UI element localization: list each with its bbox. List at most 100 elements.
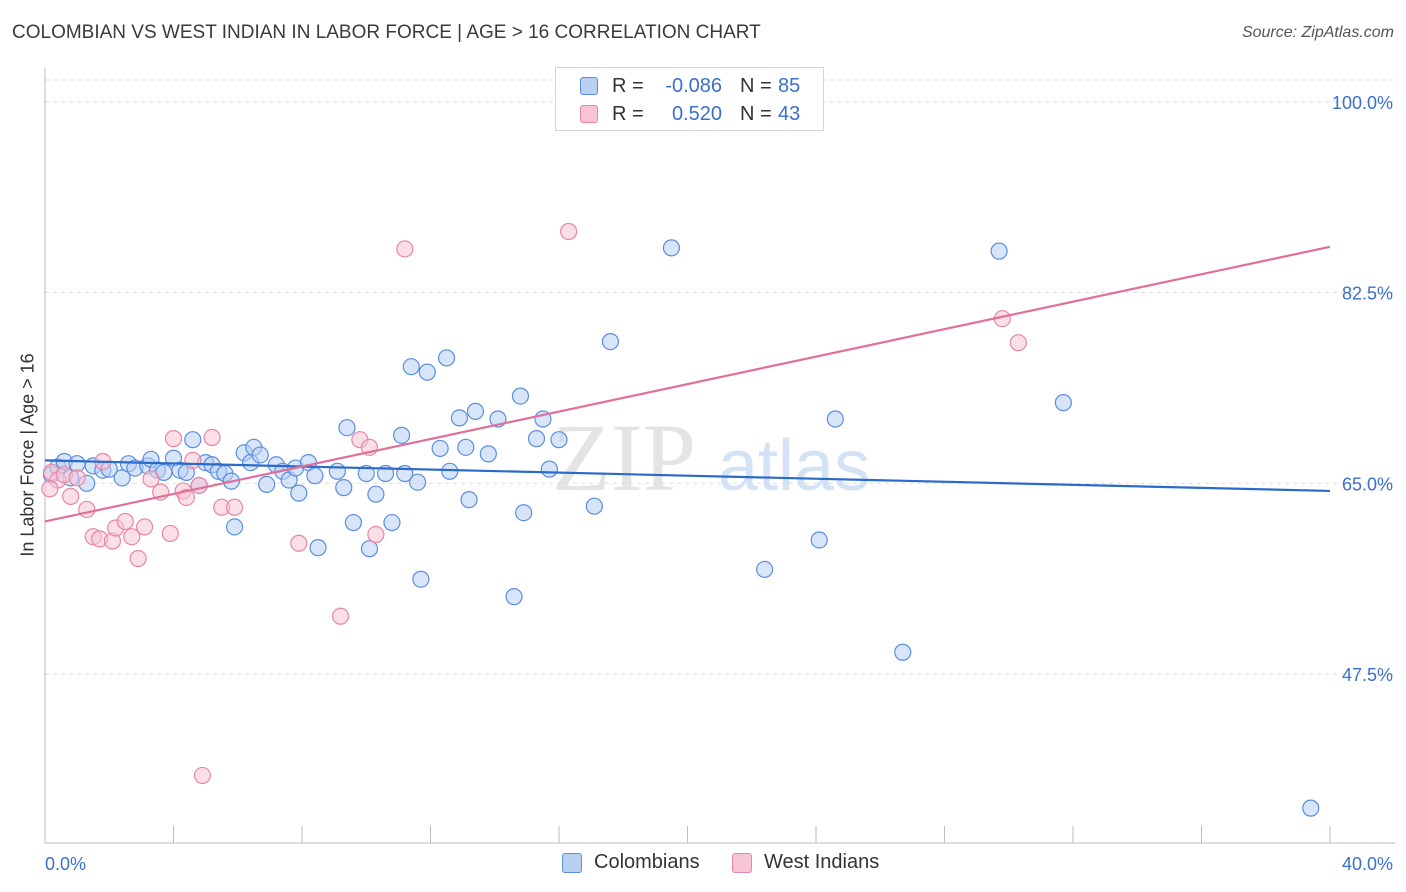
colombian-point [460, 491, 478, 509]
legend-item-west-indians[interactable]: West Indians [732, 851, 879, 874]
colombian-point [550, 431, 568, 449]
colombian-point [418, 363, 436, 381]
west-indian-point [367, 525, 385, 544]
west-indian-point [129, 549, 147, 568]
west-indian-point [41, 480, 59, 498]
colombian-point [1302, 799, 1320, 817]
watermark-atlas: atlas [718, 426, 870, 506]
y-tick-label: 65.0% [1342, 474, 1393, 494]
colombian-point [826, 410, 844, 428]
west-indians-swatch [580, 105, 598, 123]
west-indian-point [190, 476, 208, 495]
chart-title: COLOMBIAN VS WEST INDIAN IN LABOR FORCE … [12, 22, 761, 43]
west-indian-point [396, 240, 414, 258]
watermark: ZIP atlas [552, 404, 870, 511]
colombians-n-value: 85 [778, 74, 801, 97]
watermark-zip: ZIP [552, 404, 696, 511]
west-indian-point [331, 607, 350, 625]
source-label: Source: ZipAtlas.com [1241, 24, 1394, 41]
west-indian-point [1009, 334, 1027, 352]
colombian-point [662, 239, 681, 257]
colombian-point [755, 560, 774, 579]
legend-row-colombians: R = -0.086 N = 85 [580, 73, 800, 99]
colombian-point [437, 349, 456, 367]
n-label: N = [740, 102, 772, 125]
y-tick-label: 47.5% [1342, 665, 1393, 685]
west-indian-point [225, 498, 244, 516]
colombian-point [441, 462, 459, 480]
y-axis-label: In Labor Force | Age > 16 [17, 353, 38, 557]
legend-item-colombians[interactable]: Colombians [562, 851, 700, 874]
west-indians-trend-line [44, 245, 1331, 523]
colombian-point [309, 539, 327, 557]
scatter-points [41, 222, 1320, 817]
west-indian-point [184, 451, 202, 470]
west-indian-point [142, 470, 160, 488]
colombian-point [184, 431, 202, 449]
colombian-point [585, 497, 603, 515]
colombians-r-value: -0.086 [665, 74, 722, 97]
r-label: R = [612, 102, 644, 125]
y-tick-label: 82.5% [1342, 284, 1393, 304]
colombian-point [466, 402, 485, 420]
axes [44, 68, 1395, 844]
west-indian-point [68, 469, 86, 487]
colombian-point [511, 387, 530, 405]
colombian-point [335, 479, 353, 497]
colombian-point [1054, 394, 1072, 412]
colombian-point [328, 462, 346, 480]
colombian-point [367, 485, 385, 503]
x-tick-label: 40.0% [1342, 854, 1393, 874]
colombian-point [457, 438, 475, 456]
tick-labels: 47.5% 65.0% 82.5% 100.0% 0.0% 40.0% [45, 93, 1393, 874]
colombian-point [527, 430, 546, 448]
colombian-point [412, 570, 430, 588]
colombian-point [601, 333, 620, 351]
trend-lines [44, 245, 1331, 523]
series-legend: Colombians West Indians [0, 851, 1406, 877]
colombians-legend-label: Colombians [594, 851, 700, 873]
colombian-point [515, 504, 533, 522]
colombian-point [810, 531, 828, 549]
west-indian-point [560, 222, 578, 241]
r-label: R = [612, 74, 644, 97]
west-indians-n-value: 43 [778, 102, 801, 125]
colombians-legend-swatch [562, 852, 582, 873]
y-tick-label: 100.0% [1332, 93, 1393, 113]
west-indian-point [164, 430, 183, 448]
west-indian-point [193, 766, 212, 785]
west-indian-point [135, 518, 154, 536]
west-indian-point [78, 500, 96, 519]
west-indians-r-value: 0.520 [671, 102, 722, 125]
colombian-point [360, 540, 379, 558]
colombians-swatch [580, 77, 598, 95]
colombian-point [479, 445, 497, 463]
legend-row-west-indians: R = 0.520 N = 43 [580, 101, 800, 127]
colombian-point [258, 475, 276, 493]
colombian-point [392, 426, 411, 444]
colombian-point [894, 643, 912, 661]
west-indian-point [62, 487, 80, 505]
colombian-point [990, 242, 1008, 260]
x-tick-label: 0.0% [45, 854, 86, 874]
colombian-point [409, 473, 427, 491]
colombian-point [344, 513, 362, 532]
colombian-point [402, 358, 420, 376]
stats-legend: R = -0.086 N = 85 R = 0.520 N = 43 [555, 67, 824, 131]
colombian-point [225, 518, 244, 536]
west-indian-point [203, 428, 221, 447]
colombians-trend-line [44, 459, 1331, 493]
colombian-point [251, 446, 269, 464]
west-indian-point [116, 512, 134, 531]
colombian-point [357, 464, 375, 483]
west-indian-point [123, 528, 141, 546]
colombian-point [113, 469, 131, 487]
colombian-point [383, 513, 401, 532]
west-indian-point [177, 488, 195, 507]
west-indians-legend-swatch [732, 852, 752, 873]
colombian-point [306, 467, 324, 485]
colombian-point [450, 409, 469, 427]
colombian-point [431, 439, 449, 458]
colombian-point [505, 588, 523, 606]
